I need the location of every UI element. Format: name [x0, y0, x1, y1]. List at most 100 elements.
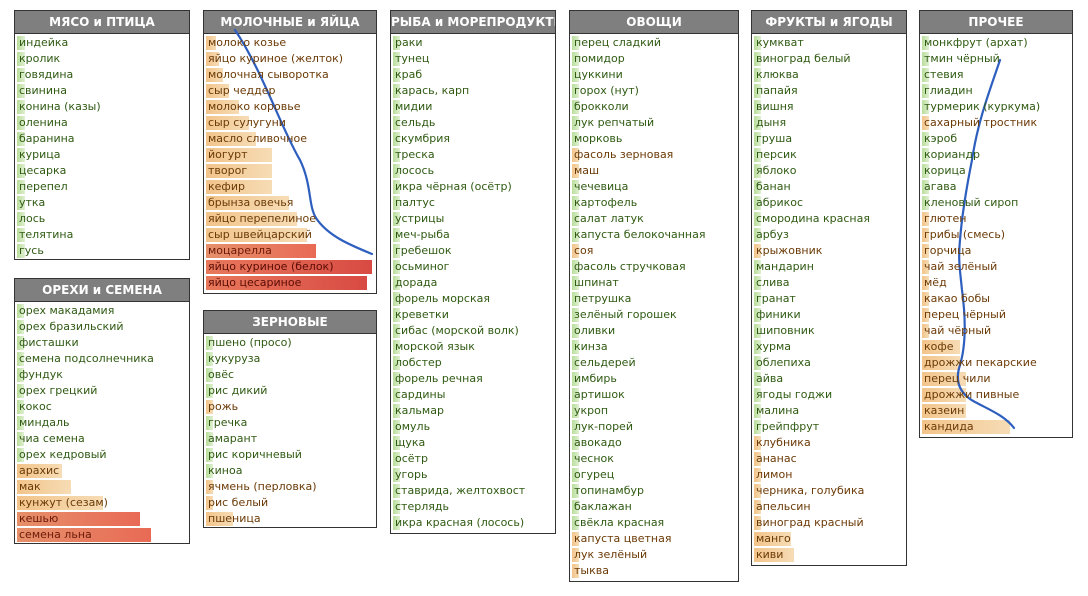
list-item: лось [17, 211, 187, 227]
item-label: дорада [395, 276, 438, 289]
list-item: угорь [393, 467, 553, 483]
list-item: кальмар [393, 403, 553, 419]
list-item: палтус [393, 195, 553, 211]
list-item: форель речная [393, 371, 553, 387]
item-list: пшено (просо) кукуруза овёс рис дикий рожь гр… [204, 334, 376, 527]
list-item: телятина [17, 227, 187, 243]
item-label: дрожжи пекарские [924, 356, 1037, 369]
item-label: кориандр [924, 148, 981, 161]
level-bar [393, 468, 400, 482]
item-label: мёд [924, 276, 947, 289]
item-label: гусь [19, 244, 44, 257]
level-bar [393, 212, 400, 226]
item-label: мандарин [756, 260, 814, 273]
level-bar [17, 196, 25, 210]
list-item: осьминог [393, 259, 553, 275]
list-item: творог [206, 163, 374, 179]
item-label: чай зелёный [924, 260, 998, 273]
list-item: топинамбур [572, 483, 736, 499]
level-bar [393, 196, 400, 210]
item-label: хурма [756, 340, 792, 353]
list-item: мак [17, 479, 187, 495]
level-bar [754, 84, 761, 98]
level-bar [393, 436, 400, 450]
item-label: сельдь [395, 116, 436, 129]
level-bar [754, 68, 761, 82]
level-bar [17, 400, 24, 414]
list-item: ставрида, желтохвост [393, 483, 553, 499]
list-item: капуста цветная [572, 531, 736, 547]
panel-other: ПРОЧЕЕ монкфрут (архат) тмин чёрный стевия… [919, 10, 1073, 438]
item-label: чеснок [574, 452, 614, 465]
list-item: кефир [206, 179, 374, 195]
list-item: банан [754, 179, 904, 195]
item-label: орех грецкий [19, 384, 98, 397]
item-label: моцарелла [208, 244, 272, 257]
item-label: дрожжи пивные [924, 388, 1020, 401]
list-item: треска [393, 147, 553, 163]
level-bar [206, 260, 372, 274]
item-label: морковь [574, 132, 623, 145]
level-bar [393, 116, 400, 130]
level-bar [206, 512, 233, 526]
level-bar [922, 260, 929, 274]
list-item: брокколи [572, 99, 736, 115]
list-item: мёд [922, 275, 1070, 291]
list-item: фисташки [17, 335, 187, 351]
item-label: яблоко [756, 164, 797, 177]
level-bar [754, 532, 791, 546]
level-bar [572, 484, 579, 498]
item-label: помидор [574, 52, 625, 65]
list-item: абрикос [754, 195, 904, 211]
list-item: икра чёрная (осётр) [393, 179, 553, 195]
level-bar [922, 244, 929, 258]
item-label: сардины [395, 388, 446, 401]
list-item: перец сладкий [572, 35, 736, 51]
item-label: свинина [19, 84, 67, 97]
level-bar [393, 340, 400, 354]
item-label: амарант [208, 432, 258, 445]
item-label: укроп [574, 404, 609, 417]
list-item: морской язык [393, 339, 553, 355]
item-label: семена подсолнечника [19, 352, 154, 365]
item-label: лук репчатый [574, 116, 655, 129]
item-label: кешью [19, 512, 59, 525]
level-bar [17, 496, 103, 510]
item-label: малина [756, 404, 800, 417]
level-bar [17, 320, 24, 334]
level-bar [572, 244, 579, 258]
list-item: апельсин [754, 499, 904, 515]
list-item: сельдь [393, 115, 553, 131]
item-label: яйцо цесариное [208, 276, 302, 289]
list-item: стевия [922, 67, 1070, 83]
item-label: стерлядь [395, 500, 449, 513]
list-item: меч-рыба [393, 227, 553, 243]
item-label: говядина [19, 68, 74, 81]
level-bar [17, 164, 25, 178]
level-bar [17, 528, 151, 542]
list-item: укроп [572, 403, 736, 419]
item-label: манго [756, 532, 791, 545]
item-label: груша [756, 132, 793, 145]
list-item: крыжовник [754, 243, 904, 259]
item-label: глютен [924, 212, 967, 225]
level-bar [572, 532, 579, 546]
list-item: чеснок [572, 451, 736, 467]
level-bar [206, 416, 213, 430]
item-label: раки [395, 36, 423, 49]
item-list: монкфрут (архат) тмин чёрный стевия глиадин… [920, 34, 1072, 435]
level-bar [17, 368, 24, 382]
list-item: фасоль стручковая [572, 259, 736, 275]
item-label: чай чёрный [924, 324, 992, 337]
item-label: курица [19, 148, 61, 161]
level-bar [572, 84, 579, 98]
item-label: тмин чёрный [924, 52, 1000, 65]
list-item: осётр [393, 451, 553, 467]
list-item: ананас [754, 451, 904, 467]
list-item: моцарелла [206, 243, 374, 259]
level-bar [17, 68, 25, 82]
item-label: икра чёрная (осётр) [395, 180, 512, 193]
level-bar [754, 404, 761, 418]
list-item: манго [754, 531, 904, 547]
list-item: гребешок [393, 243, 553, 259]
